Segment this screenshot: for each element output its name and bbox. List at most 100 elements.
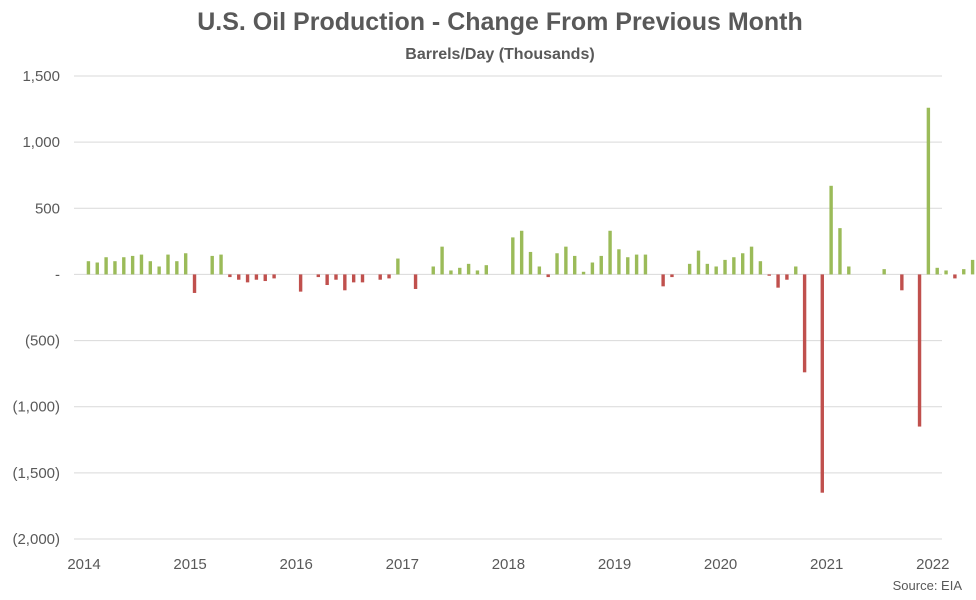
- x-tick-label: 2021: [810, 556, 843, 573]
- bar: [732, 257, 736, 275]
- bar: [723, 259, 727, 275]
- bar: [581, 271, 586, 275]
- bar: [254, 274, 259, 280]
- bar: [298, 274, 303, 292]
- bar: [564, 246, 568, 275]
- bar: [263, 274, 267, 282]
- bar: [86, 261, 91, 275]
- bar: [175, 261, 179, 275]
- bar: [237, 274, 241, 280]
- bar: [599, 255, 603, 275]
- bar: [440, 246, 444, 275]
- y-tick-label: (500): [25, 333, 60, 350]
- bar: [130, 255, 135, 275]
- bar: [626, 257, 630, 275]
- bar: [970, 259, 975, 275]
- x-tick-label: 2017: [386, 556, 419, 573]
- y-tick-label: -: [55, 266, 60, 283]
- bar: [210, 255, 214, 275]
- bar: [343, 274, 347, 291]
- bar: [466, 263, 471, 275]
- bar: [953, 274, 957, 279]
- bar: [122, 257, 126, 275]
- chart-title: U.S. Oil Production - Change From Previo…: [197, 8, 803, 36]
- bar: [113, 261, 117, 275]
- bar: [590, 262, 595, 275]
- bar: [511, 237, 515, 275]
- x-tick-label: 2019: [598, 556, 631, 573]
- bar: [555, 253, 559, 275]
- bar: [670, 274, 674, 278]
- bar: [484, 265, 488, 275]
- y-tick-label: (1,500): [12, 465, 60, 482]
- bars: [86, 107, 975, 493]
- bar: [962, 269, 966, 275]
- bar: [882, 269, 886, 275]
- bar: [166, 254, 170, 275]
- y-axis-ticks: 1,500 1,000 500 - (500) (1,000) (1,500) (2,000): [12, 68, 60, 548]
- bar: [661, 274, 665, 287]
- bar: [794, 266, 798, 275]
- x-tick-label: 2022: [916, 556, 949, 573]
- bar: [617, 249, 621, 275]
- bar: [749, 246, 754, 275]
- gridlines: [74, 75, 942, 540]
- bar: [449, 270, 453, 275]
- source-note: Source: EIA: [892, 578, 962, 593]
- bar: [935, 267, 939, 275]
- bar: [334, 274, 338, 280]
- bar: [741, 253, 745, 275]
- bar: [758, 261, 763, 275]
- bar: [245, 274, 250, 283]
- bar: [608, 230, 612, 275]
- bar: [838, 228, 842, 275]
- bar: [776, 274, 780, 288]
- bar: [192, 274, 197, 293]
- x-tick-label: 2014: [67, 556, 100, 573]
- bar: [458, 267, 462, 275]
- x-axis-ticks: 2014 2015 2016 2017 2018 2019 2020 2021 2022: [67, 556, 949, 573]
- bar: [272, 274, 276, 279]
- bar: [519, 230, 524, 275]
- bar: [573, 255, 577, 275]
- bar: [944, 270, 948, 275]
- bar: [802, 274, 807, 373]
- x-tick-label: 2018: [492, 556, 525, 573]
- y-tick-label: 1,500: [22, 68, 60, 85]
- bar: [475, 270, 480, 275]
- bar: [316, 274, 320, 278]
- bar: [228, 274, 232, 278]
- y-tick-label: 1,000: [22, 134, 60, 151]
- bar: [643, 254, 648, 275]
- bar: [351, 274, 356, 283]
- x-tick-label: 2015: [173, 556, 206, 573]
- bar: [431, 266, 435, 275]
- bar: [148, 261, 153, 275]
- bar: [696, 250, 701, 275]
- bar: [546, 274, 550, 278]
- bar: [900, 274, 904, 291]
- bar: [104, 257, 108, 275]
- y-tick-label: (2,000): [12, 531, 60, 548]
- bar: [829, 185, 833, 275]
- bar: [360, 274, 365, 283]
- bar: [413, 274, 418, 289]
- bar: [767, 274, 771, 276]
- bar: [714, 266, 718, 275]
- bar: [183, 253, 188, 275]
- bar: [926, 107, 931, 275]
- bar: [634, 254, 639, 275]
- bar: [785, 274, 789, 280]
- bar: [157, 266, 161, 275]
- bar: [396, 258, 400, 275]
- bar: [528, 251, 533, 275]
- bar: [687, 263, 692, 275]
- y-tick-label: 500: [35, 200, 60, 217]
- bar: [139, 254, 144, 275]
- bar: [537, 266, 542, 275]
- bar: [387, 274, 391, 279]
- bar: [847, 266, 851, 275]
- bar: [917, 274, 922, 427]
- bar: [95, 262, 99, 275]
